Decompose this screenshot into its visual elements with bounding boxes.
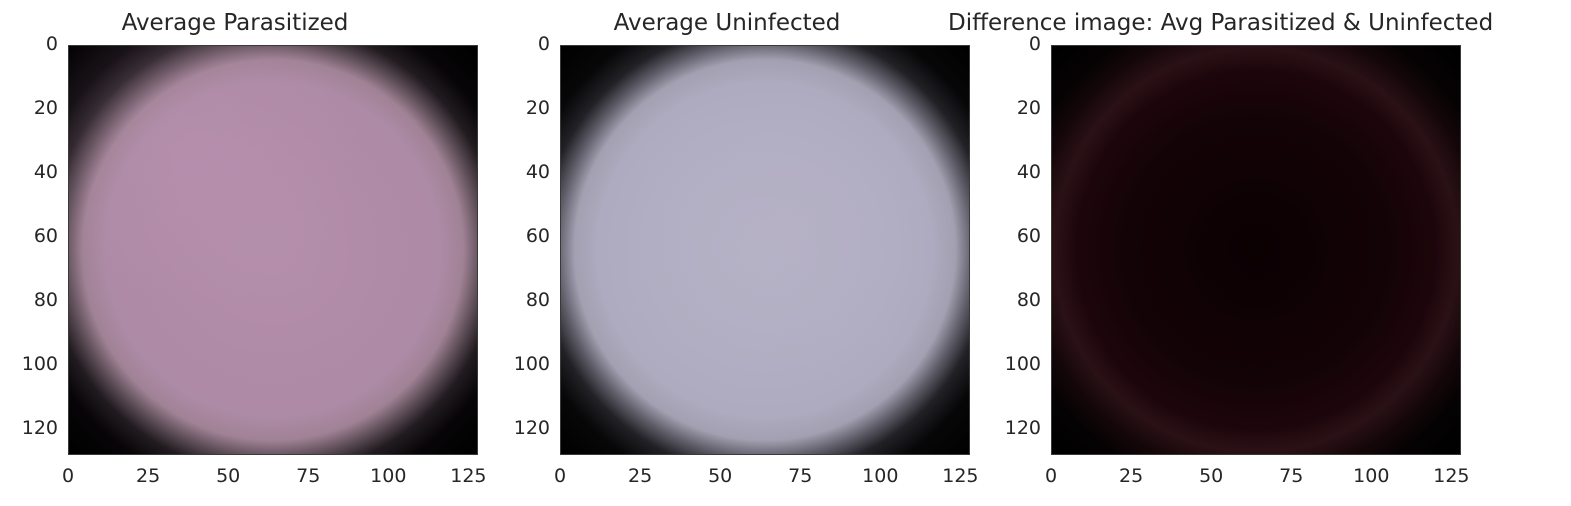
x-tick-label: 25 (627, 465, 653, 487)
x-tick-label: 125 (942, 465, 979, 487)
x-tick-label: 75 (1279, 465, 1304, 487)
x-tick-label: 100 (862, 465, 899, 487)
average-uninfected-panel: Average Uninfected 0 25 50 75 100 125 0 20 40 60 8… (492, 0, 979, 506)
panel-title: Average Uninfected (613, 10, 841, 36)
difference-image (1051, 45, 1461, 455)
x-tick-label: 75 (788, 465, 813, 487)
y-tick-label: 0 (1028, 33, 1041, 55)
x-tick-label: 50 (708, 465, 733, 487)
average-parasitized-panel: Average Parasitized 0 25 50 75 100 125 0 20 40 60… (0, 0, 487, 506)
y-tick-label: 60 (1016, 225, 1041, 248)
y-tick-label: 100 (21, 353, 58, 376)
x-tick-label: 0 (1044, 465, 1058, 487)
panel-title: Average Parasitized (121, 10, 349, 36)
x-tick-label: 0 (61, 465, 75, 487)
x-tick-label: 125 (450, 465, 487, 487)
difference-image-panel: Difference image: Avg Parasitized & Unin… (948, 0, 1493, 506)
y-tick-label: 40 (525, 161, 550, 184)
x-tick-label: 50 (1199, 465, 1224, 487)
x-tick-label: 25 (1118, 465, 1144, 487)
x-tick-label: 100 (370, 465, 407, 487)
y-tick-label: 20 (1016, 97, 1041, 120)
y-tick-label: 80 (33, 289, 58, 312)
x-tick-label: 75 (296, 465, 321, 487)
average-parasitized-image (68, 45, 478, 455)
y-tick-label: 80 (525, 289, 550, 312)
x-tick-label: 125 (1433, 465, 1470, 487)
y-tick-label: 0 (45, 33, 58, 55)
y-tick-label: 60 (525, 225, 550, 248)
y-tick-label: 40 (33, 161, 58, 184)
y-tick-label: 120 (1004, 417, 1041, 440)
y-tick-label: 100 (1004, 353, 1041, 376)
x-tick-label: 25 (135, 465, 161, 487)
image-pixels (69, 46, 477, 454)
y-tick-label: 0 (537, 33, 550, 55)
y-tick-label: 20 (525, 97, 550, 120)
y-tick-label: 20 (33, 97, 58, 120)
y-tick-label: 40 (1016, 161, 1041, 184)
x-tick-label: 0 (553, 465, 567, 487)
image-pixels (1052, 46, 1460, 454)
panel-title: Difference image: Avg Parasitized & Unin… (948, 10, 1494, 36)
x-tick-label: 50 (216, 465, 241, 487)
y-tick-label: 120 (513, 417, 550, 440)
x-tick-label: 100 (1353, 465, 1390, 487)
y-tick-label: 60 (33, 225, 58, 248)
average-uninfected-image (560, 45, 970, 455)
y-tick-label: 80 (1016, 289, 1041, 312)
y-tick-label: 100 (513, 353, 550, 376)
y-tick-label: 120 (21, 417, 58, 440)
image-pixels (561, 46, 969, 454)
